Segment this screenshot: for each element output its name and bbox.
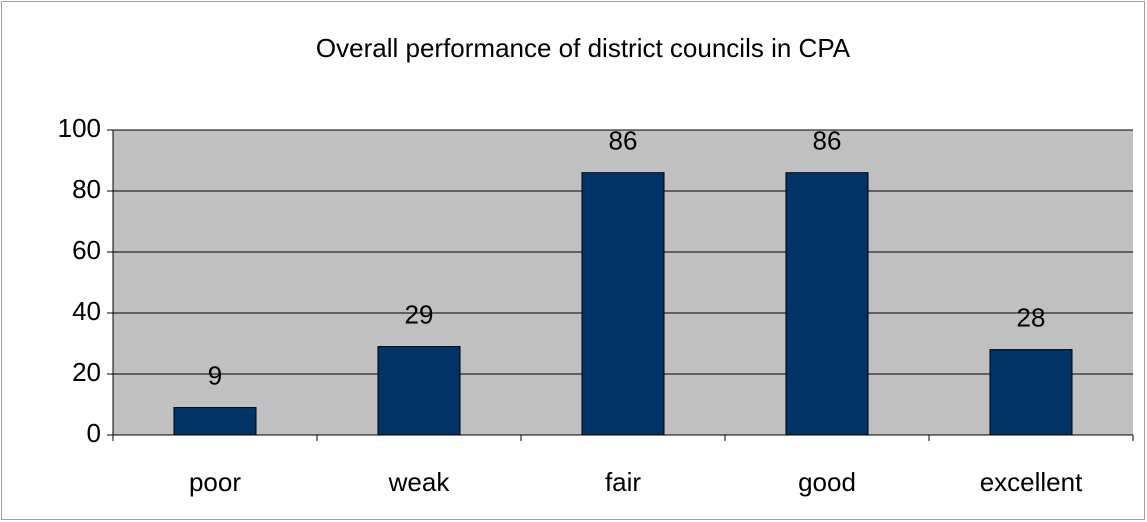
y-tick-label: 0 [87, 418, 101, 448]
y-tick-label: 40 [72, 296, 101, 326]
bar [581, 172, 665, 436]
x-tick-label: excellent [980, 467, 1083, 497]
data-label: 28 [1017, 302, 1046, 332]
data-label: 86 [813, 126, 842, 156]
data-label: 9 [208, 360, 222, 390]
chart-title: Overall performance of district councils… [316, 33, 851, 63]
bar [173, 407, 257, 436]
data-label: 86 [609, 126, 638, 156]
bar [989, 349, 1073, 436]
x-tick-label: good [798, 467, 856, 497]
x-tick-label: weak [388, 467, 451, 497]
y-tick-label: 60 [72, 235, 101, 265]
bar [377, 346, 461, 436]
bar [785, 172, 869, 436]
data-label: 29 [405, 299, 434, 329]
y-tick-label: 20 [72, 357, 101, 387]
y-tick-label: 100 [58, 113, 101, 143]
y-tick-label: 80 [72, 174, 101, 204]
x-tick-label: poor [189, 467, 241, 497]
x-tick-label: fair [605, 467, 641, 497]
